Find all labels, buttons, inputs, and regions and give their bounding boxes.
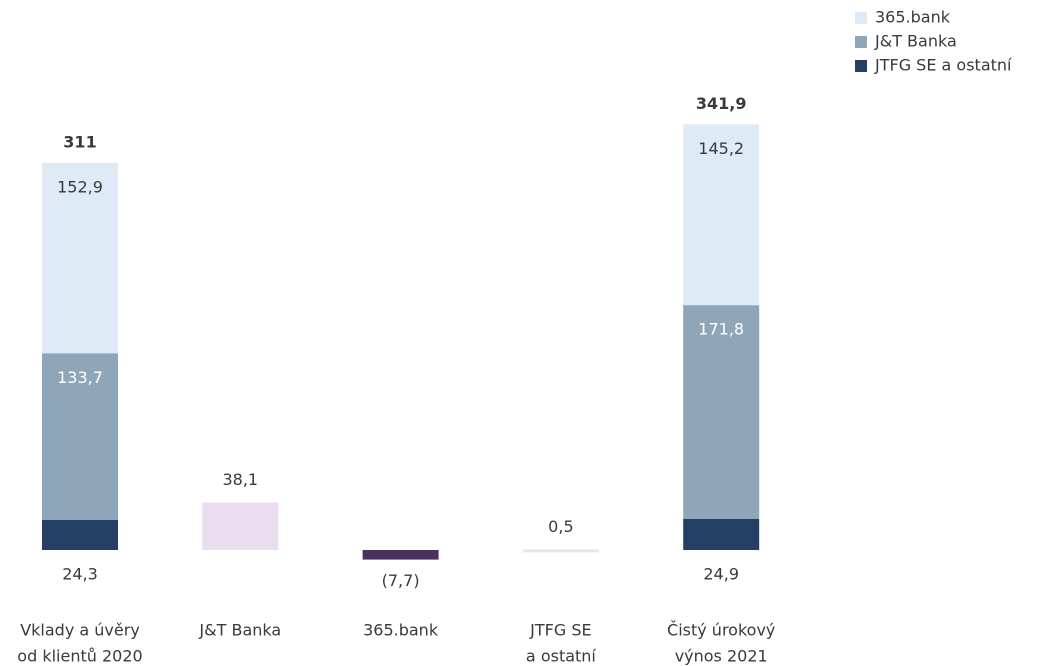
legend-swatch bbox=[855, 60, 867, 72]
x-category-label: Čistý úrokový bbox=[667, 621, 775, 640]
legend-label: 365.bank bbox=[875, 8, 951, 27]
total-label: 311 bbox=[63, 132, 96, 151]
total-label: 341,9 bbox=[696, 94, 747, 113]
value-label: 38,1 bbox=[222, 470, 258, 489]
legend-label: J&T Banka bbox=[874, 32, 957, 51]
value-label: 171,8 bbox=[698, 320, 744, 339]
bar-segment bbox=[683, 305, 760, 519]
x-category-label: J&T Banka bbox=[198, 621, 281, 640]
bar-segment bbox=[683, 124, 760, 306]
value-label: 133,7 bbox=[57, 368, 103, 387]
value-label: 0,5 bbox=[548, 517, 573, 536]
x-category-label: Vklady a úvěry bbox=[20, 621, 140, 640]
bar-segment bbox=[42, 162, 118, 354]
value-label: 145,2 bbox=[698, 139, 744, 158]
value-label: 24,3 bbox=[62, 565, 98, 584]
legend-label: JTFG SE a ostatní bbox=[874, 56, 1012, 75]
bar-segment bbox=[42, 353, 118, 520]
bar-segment bbox=[42, 519, 118, 550]
value-label: 24,9 bbox=[703, 565, 739, 584]
x-category-label: od klientů 2020 bbox=[17, 647, 142, 666]
legend-swatch bbox=[855, 36, 867, 48]
change-bar bbox=[522, 549, 599, 553]
legend-swatch bbox=[855, 12, 867, 24]
bar-segment bbox=[683, 518, 760, 550]
value-label: 152,9 bbox=[57, 177, 103, 196]
x-category-label: JTFG SE bbox=[529, 621, 591, 640]
change-bar bbox=[202, 502, 279, 550]
x-category-label: a ostatní bbox=[526, 647, 597, 666]
x-category-label: 365.bank bbox=[363, 621, 439, 640]
change-bar bbox=[362, 550, 439, 560]
x-category-label: výnos 2021 bbox=[675, 647, 768, 666]
value-label: (7,7) bbox=[382, 571, 420, 590]
